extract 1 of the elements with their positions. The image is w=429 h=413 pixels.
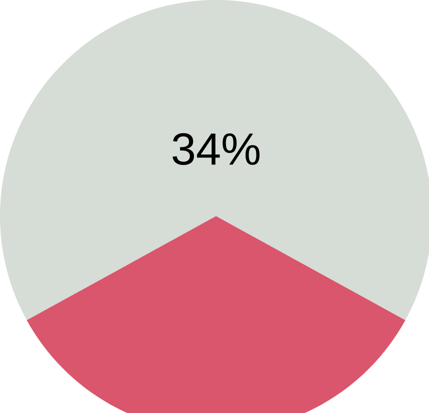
text: 34% <box>172 133 260 166</box>
